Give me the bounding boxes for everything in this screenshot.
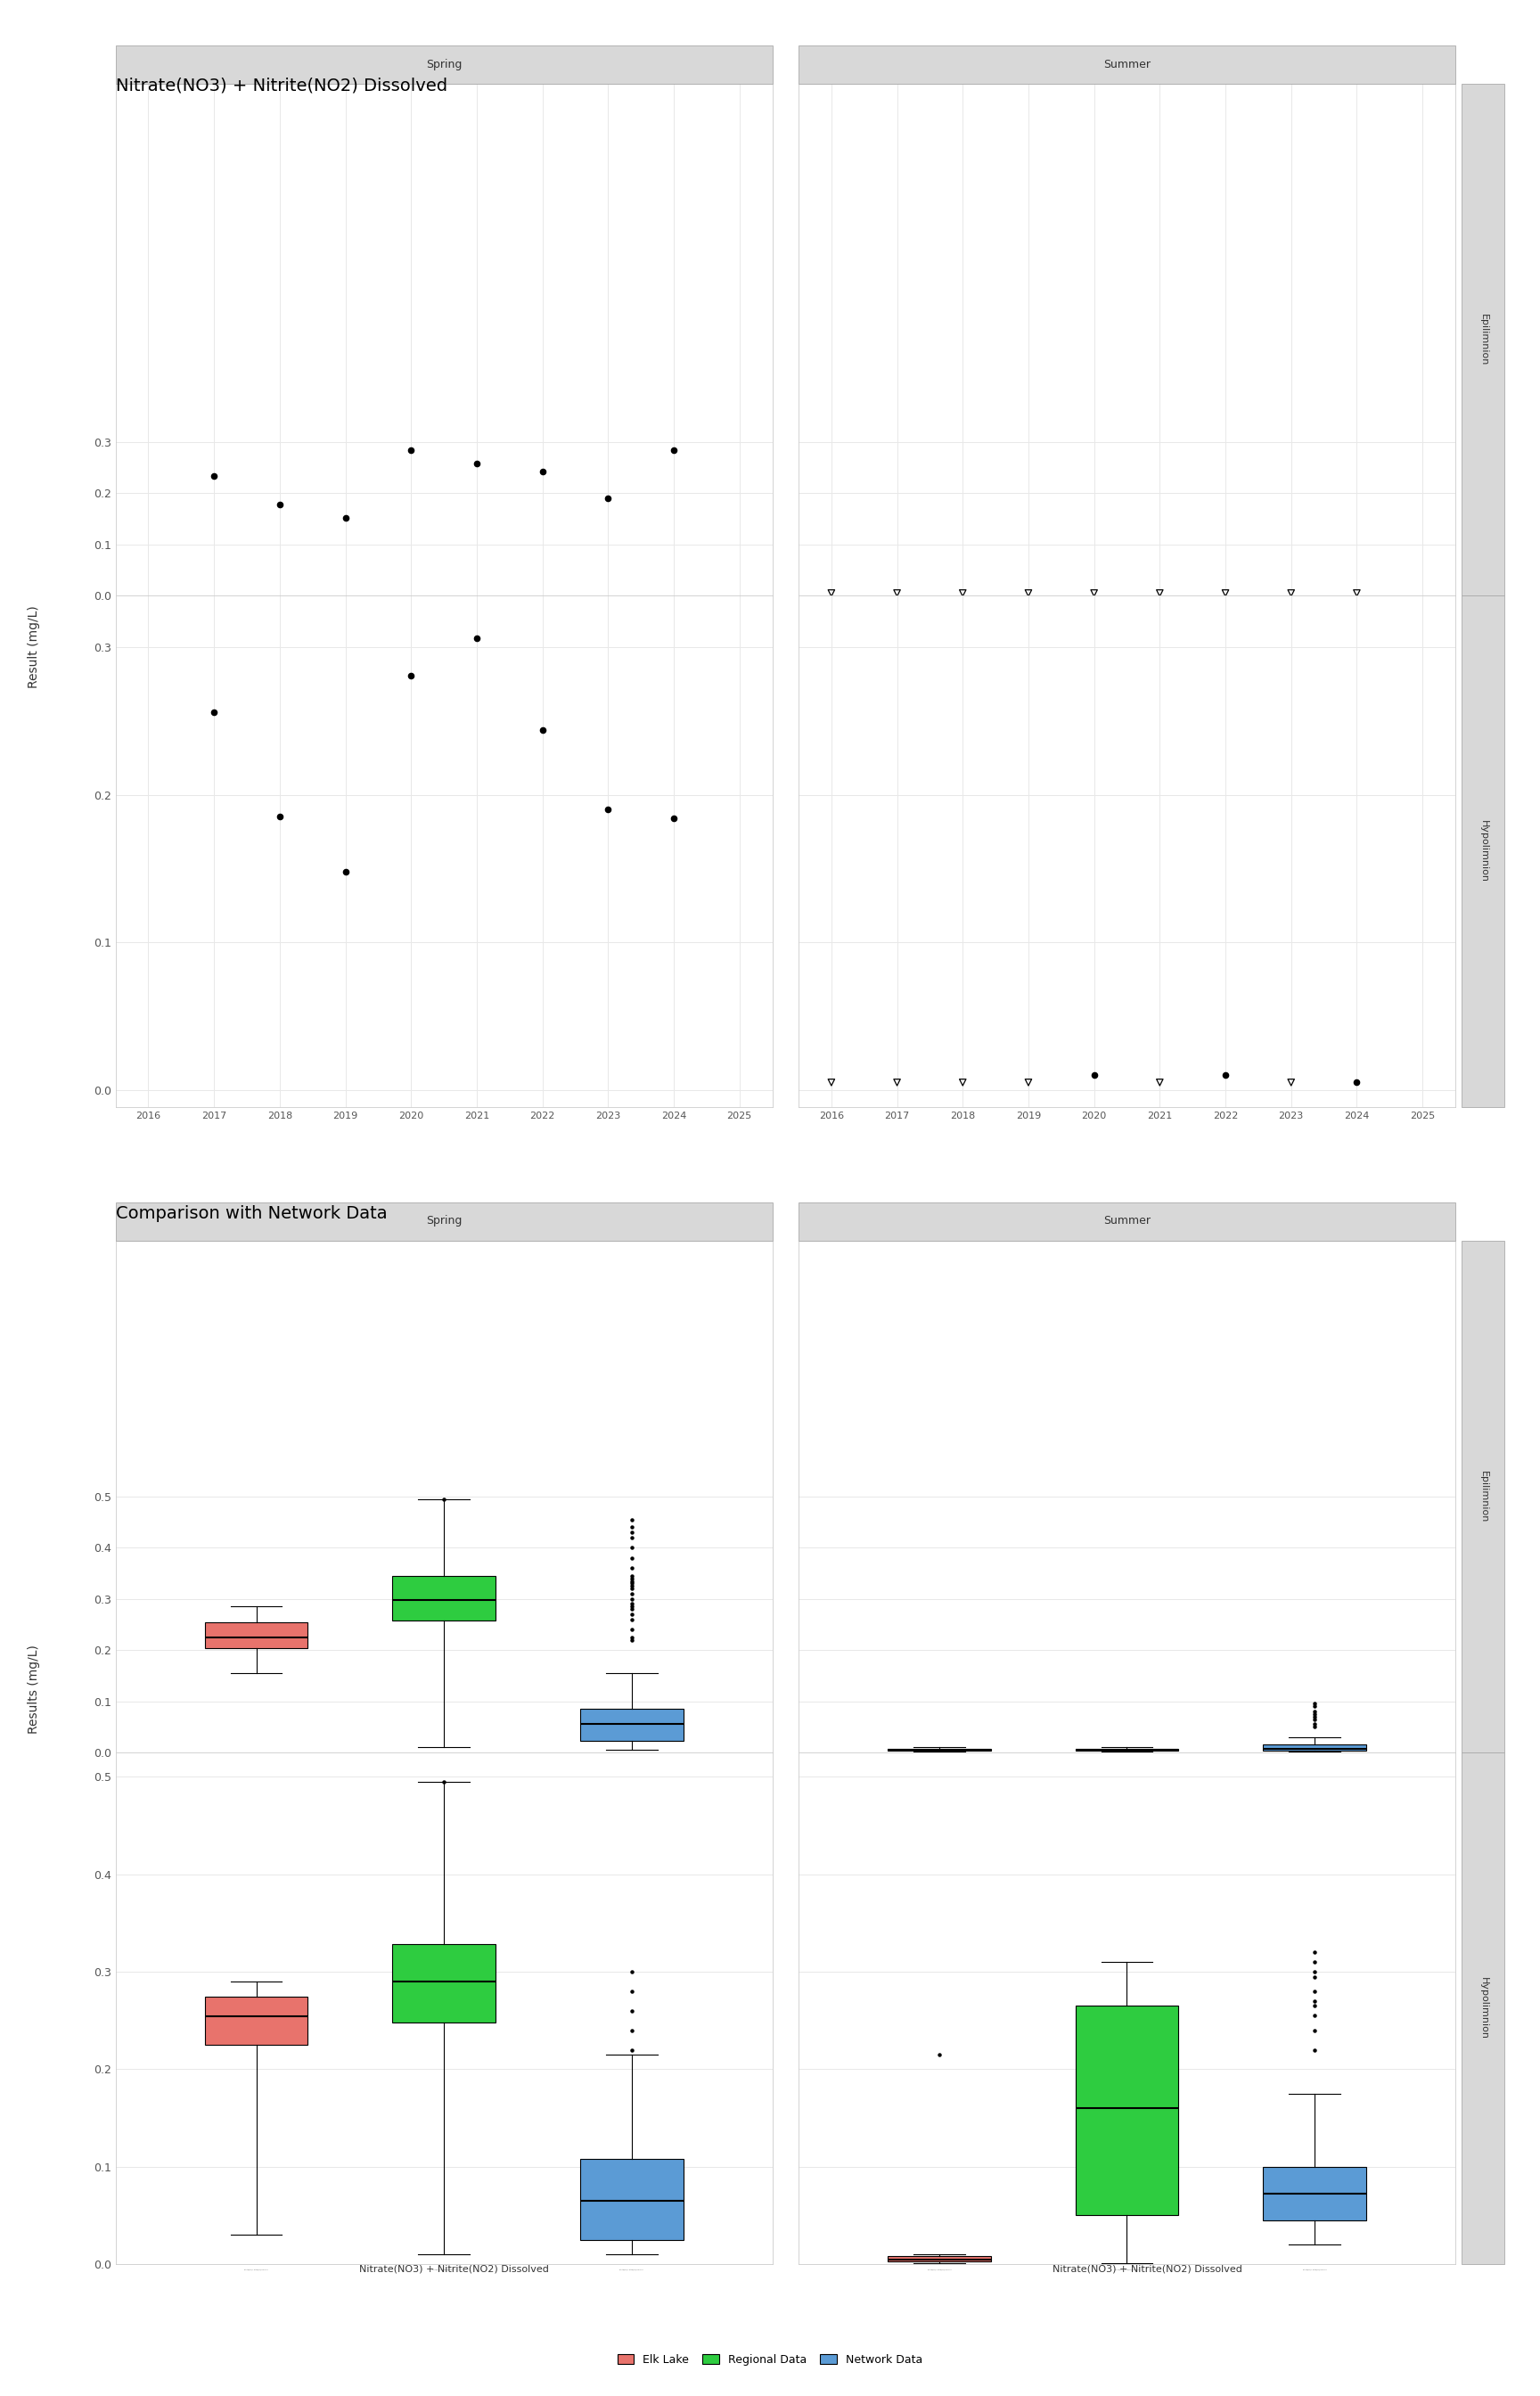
Text: Epilimnion: Epilimnion (1478, 314, 1488, 367)
PathPatch shape (1263, 2166, 1366, 2221)
Point (399, 431, 424, 470)
Bar (799, 46, 1455, 84)
PathPatch shape (581, 2159, 684, 2240)
Point (662, 431, 687, 470)
Point (950, 575, 975, 613)
PathPatch shape (1263, 1744, 1366, 1751)
Point (596, 791, 621, 829)
Point (1016, 1064, 1041, 1102)
Bar (1461, 597, 1505, 1107)
Point (819, 575, 844, 613)
Bar (1461, 84, 1505, 597)
PathPatch shape (581, 1708, 684, 1742)
Text: Comparison with Network Data: Comparison with Network Data (116, 1205, 387, 1222)
Point (884, 1064, 909, 1102)
Text: Spring: Spring (427, 1215, 462, 1227)
Point (1147, 1064, 1172, 1102)
Legend: Elk Lake, Regional Data, Network Data: Elk Lake, Regional Data, Network Data (611, 2348, 929, 2372)
Point (333, 853, 357, 891)
PathPatch shape (1075, 2005, 1178, 2216)
Point (465, 446, 490, 484)
Point (333, 498, 357, 537)
PathPatch shape (393, 1946, 496, 2022)
Point (884, 575, 909, 613)
Bar (116, 46, 772, 84)
Point (1081, 575, 1106, 613)
Text: Epilimnion: Epilimnion (1478, 1471, 1488, 1521)
PathPatch shape (887, 2257, 990, 2262)
Point (268, 798, 293, 836)
Point (268, 486, 293, 525)
Bar (1461, 1241, 1505, 1751)
Point (1214, 575, 1238, 613)
PathPatch shape (205, 1622, 308, 1648)
Text: Nitrate(NO3) + Nitrite(NO2) Dissolved: Nitrate(NO3) + Nitrite(NO2) Dissolved (116, 77, 447, 93)
Point (1344, 575, 1369, 613)
Text: Nitrate(NO3) + Nitrite(NO2) Dissolved: Nitrate(NO3) + Nitrite(NO2) Dissolved (1052, 2264, 1243, 2274)
Point (202, 692, 226, 731)
Text: Hypolimnion: Hypolimnion (1478, 1977, 1488, 2039)
Point (819, 1064, 844, 1102)
PathPatch shape (205, 1998, 308, 2044)
Point (1081, 1057, 1106, 1095)
Point (1344, 1064, 1369, 1102)
Text: Result (mg/L): Result (mg/L) (28, 606, 40, 688)
Point (662, 800, 687, 839)
Text: Summer: Summer (1103, 1215, 1150, 1227)
Bar (799, 1203, 1455, 1241)
Point (596, 479, 621, 518)
Point (1278, 1064, 1303, 1102)
Point (950, 1064, 975, 1102)
Point (1016, 575, 1041, 613)
Point (1278, 575, 1303, 613)
Text: Spring: Spring (427, 58, 462, 69)
Point (399, 657, 424, 695)
Text: Nitrate(NO3) + Nitrite(NO2) Dissolved: Nitrate(NO3) + Nitrite(NO2) Dissolved (359, 2264, 550, 2274)
Bar (116, 1203, 772, 1241)
PathPatch shape (393, 1577, 496, 1620)
Bar (1461, 1751, 1505, 2264)
Point (465, 618, 490, 657)
Text: Hypolimnion: Hypolimnion (1478, 819, 1488, 882)
Point (202, 458, 226, 496)
Text: Results (mg/L): Results (mg/L) (28, 1644, 40, 1735)
Text: Summer: Summer (1103, 58, 1150, 69)
Point (1214, 1057, 1238, 1095)
Point (1147, 575, 1172, 613)
Point (530, 453, 554, 491)
Point (530, 712, 554, 750)
